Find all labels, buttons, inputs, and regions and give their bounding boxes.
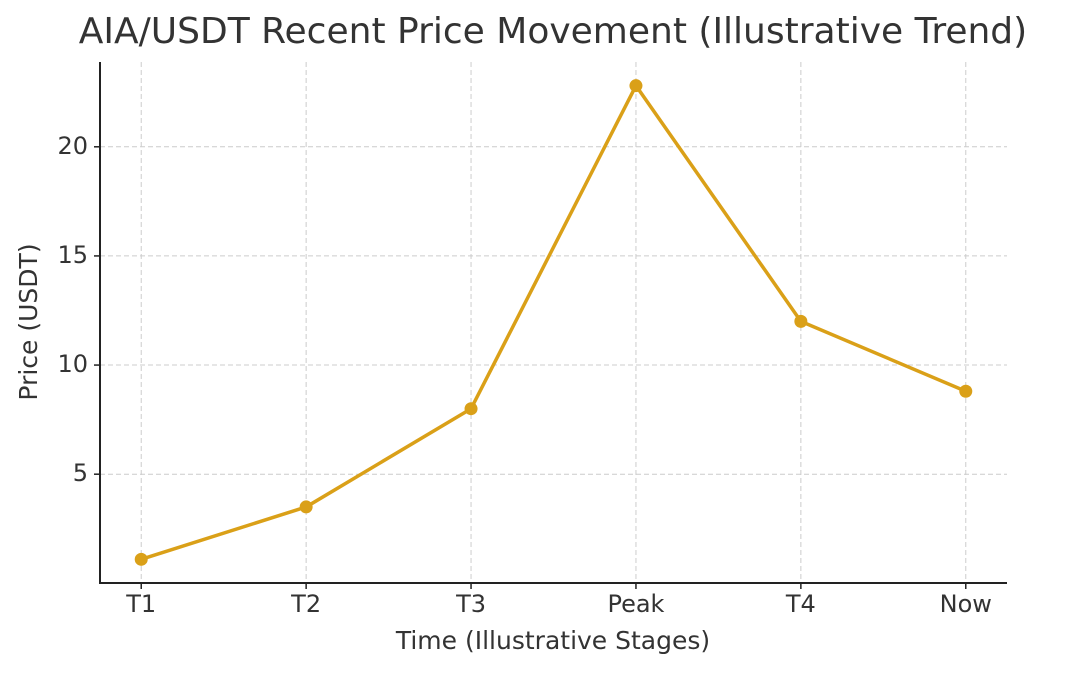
plot [134,79,973,566]
x-tick-label: T1 [125,590,156,618]
x-tick-label: T4 [785,590,816,618]
y-tick-label: 10 [57,350,88,378]
marker [299,500,313,514]
y-tick-label: 5 [73,459,88,487]
y-tick-label: 20 [57,132,88,160]
marker [794,314,808,328]
y-tick-label: 15 [57,241,88,269]
marker [959,384,973,398]
x-tick-label: Now [940,590,992,618]
line [140,83,967,561]
x-tick-label: T2 [290,590,321,618]
marker [464,402,478,416]
marker [629,79,643,93]
grid [100,62,1007,583]
x-tick-label: T3 [455,590,486,618]
chart-title: AIA/USDT Recent Price Movement (Illustra… [79,11,1027,52]
x-tick-label: Peak [607,590,664,618]
x-axis-label: Time (Illustrative Stages) [395,626,710,655]
y-axis-label: Price (USDT) [14,243,43,400]
marker [134,552,148,566]
